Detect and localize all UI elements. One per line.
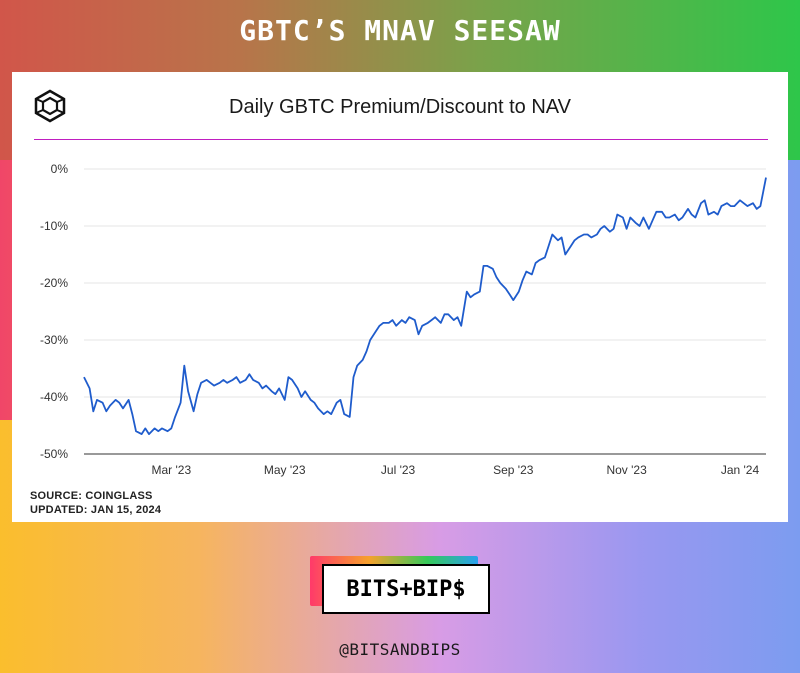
brand-wordmark: BITS+BIP$ [322,564,490,614]
y-tick-label: -30% [40,333,68,347]
x-tick-label: Mar '23 [152,463,192,477]
x-tick-label: Jul '23 [381,463,416,477]
source-note: SOURCE: COINGLASS [30,490,153,502]
y-tick-label: -20% [40,276,68,290]
line-chart: 0% -10% -20% -30% -40% -50% Mar '23 May '23 Jul … [40,162,767,477]
chart-title: Daily GBTC Premium/Discount to NAV [229,96,571,118]
x-tick-label: May '23 [264,463,306,477]
brand-logo: BITS+BIP$ [310,556,490,614]
series-line [83,177,767,435]
social-handle: @BITSANDBIPS [339,640,461,659]
y-tick-label: -10% [40,219,68,233]
y-tick-label: -50% [40,447,68,461]
chart-card: Daily GBTC Premium/Discount to NAV 0% -10… [12,72,788,522]
updated-note: UPDATED: JAN 15, 2024 [30,504,162,516]
hexagon-cube-icon [32,88,68,124]
x-tick-label: Jan '24 [721,463,760,477]
y-tick-label: -40% [40,390,68,404]
y-tick-label: 0% [51,162,69,176]
x-tick-label: Nov '23 [606,463,647,477]
x-tick-label: Sep '23 [493,463,534,477]
page-title: GBTC’S MNAV SEESAW [239,14,561,47]
title-divider [34,139,768,140]
